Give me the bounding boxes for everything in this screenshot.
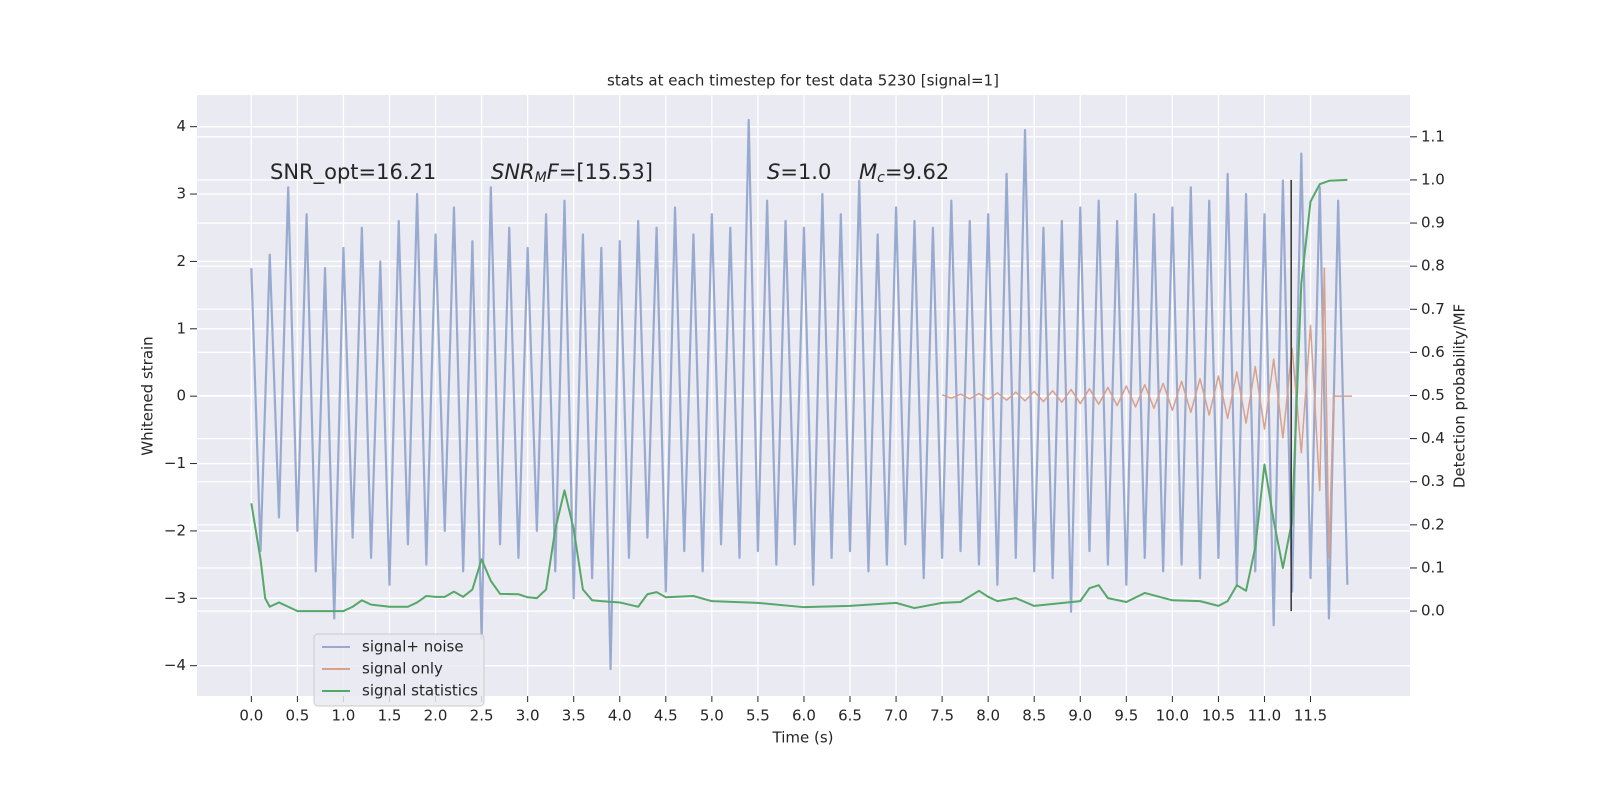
x-tick-label: 5.0 xyxy=(700,707,724,725)
legend: signal+ noise signal only signal statistic… xyxy=(313,633,485,707)
y2-tick-label: 0.6 xyxy=(1421,343,1445,361)
x-tick-label: 2.5 xyxy=(470,707,494,725)
x-tick-label: 2.0 xyxy=(424,707,448,725)
y-axis-label: Whitened strain xyxy=(139,336,157,455)
y-tick-label: 4 xyxy=(176,117,186,135)
x-tick-label: 9.0 xyxy=(1068,707,1092,725)
x-tick-label: 6.0 xyxy=(792,707,816,725)
legend-label: signal only xyxy=(362,660,443,678)
y-tick-label: 1 xyxy=(176,319,186,337)
grid xyxy=(197,95,1410,696)
annotation-part: SNR xyxy=(491,160,535,184)
annotation-part: =1.0 xyxy=(780,160,831,184)
y-tick-label: 0 xyxy=(176,387,186,405)
x-tick-label: 7.5 xyxy=(930,707,954,725)
y-tick-label: −2 xyxy=(164,521,186,539)
y-tick-label: −1 xyxy=(164,454,186,472)
x-tick-label: 7.0 xyxy=(884,707,908,725)
annotation: S=1.0 xyxy=(767,160,831,184)
y2-tick-label: 0.0 xyxy=(1421,602,1445,620)
annotation: SNRMF=[15.53] xyxy=(491,160,653,186)
x-tick-label: 4.5 xyxy=(654,707,678,725)
legend-label: signal+ noise xyxy=(362,638,464,656)
legend-box xyxy=(313,633,485,707)
legend-label: signal statistics xyxy=(362,682,478,700)
y2-tick-label: 0.5 xyxy=(1421,386,1445,404)
annotation-part: M xyxy=(535,170,547,186)
annotation-part: c xyxy=(877,170,885,186)
series-line xyxy=(250,178,1348,613)
annotation-part: =9.62 xyxy=(885,160,949,184)
y-tick-label: −4 xyxy=(164,656,186,674)
y2-tick-label: 0.8 xyxy=(1421,257,1445,275)
x-axis-label: Time (s) xyxy=(772,729,834,747)
x-tick-label: 10.5 xyxy=(1202,707,1235,725)
x-tick-label: 3.5 xyxy=(562,707,586,725)
y2-tick-label: 0.4 xyxy=(1421,429,1445,447)
y2-tick-label: 0.3 xyxy=(1421,472,1445,490)
x-tick-label: 4.0 xyxy=(608,707,632,725)
y2-tick-label: 0.2 xyxy=(1421,515,1445,533)
y-tick-label: −3 xyxy=(164,589,186,607)
y-tick-label: 3 xyxy=(176,185,186,203)
y2-tick-label: 1.1 xyxy=(1421,127,1445,145)
annotation-part: S xyxy=(767,160,780,184)
annotation-part: SNR_opt=16.21 xyxy=(270,160,436,185)
y-tick-label: 2 xyxy=(176,252,186,270)
x-tick-label: 1.0 xyxy=(332,707,356,725)
annotation-part: M xyxy=(859,160,877,184)
x-tick-label: 9.5 xyxy=(1114,707,1138,725)
y2-axis-label: Detection probability/MF xyxy=(1451,304,1469,488)
annotation-part: =[15.53] xyxy=(559,160,653,184)
annotation-part: F xyxy=(547,160,560,184)
x-tick-label: 6.5 xyxy=(838,707,862,725)
y2-tick-label: 0.7 xyxy=(1421,300,1445,318)
annotation: Mc=9.62 xyxy=(859,160,949,186)
x-tick-label: 8.0 xyxy=(976,707,1000,725)
x-tick-label: 5.5 xyxy=(746,707,770,725)
x-tick-label: 10.0 xyxy=(1156,707,1189,725)
x-tick-label: 1.5 xyxy=(378,707,402,725)
x-tick-label: 11.5 xyxy=(1294,707,1327,725)
x-tick-label: 3.0 xyxy=(516,707,540,725)
series-line xyxy=(941,267,1352,559)
x-tick-label: 11.0 xyxy=(1248,707,1281,725)
x-tick-label: 0.0 xyxy=(239,707,263,725)
x-tick-label: 0.5 xyxy=(285,707,309,725)
chart-title: stats at each timestep for test data 523… xyxy=(607,72,999,90)
x-tick-label: 8.5 xyxy=(1022,707,1046,725)
y2-tick-label: 0.9 xyxy=(1421,214,1445,232)
series-line xyxy=(250,118,1349,671)
annotation: SNR_opt=16.21 xyxy=(270,160,436,185)
y2-tick-label: 0.1 xyxy=(1421,558,1445,576)
y2-tick-label: 1.0 xyxy=(1421,170,1445,188)
